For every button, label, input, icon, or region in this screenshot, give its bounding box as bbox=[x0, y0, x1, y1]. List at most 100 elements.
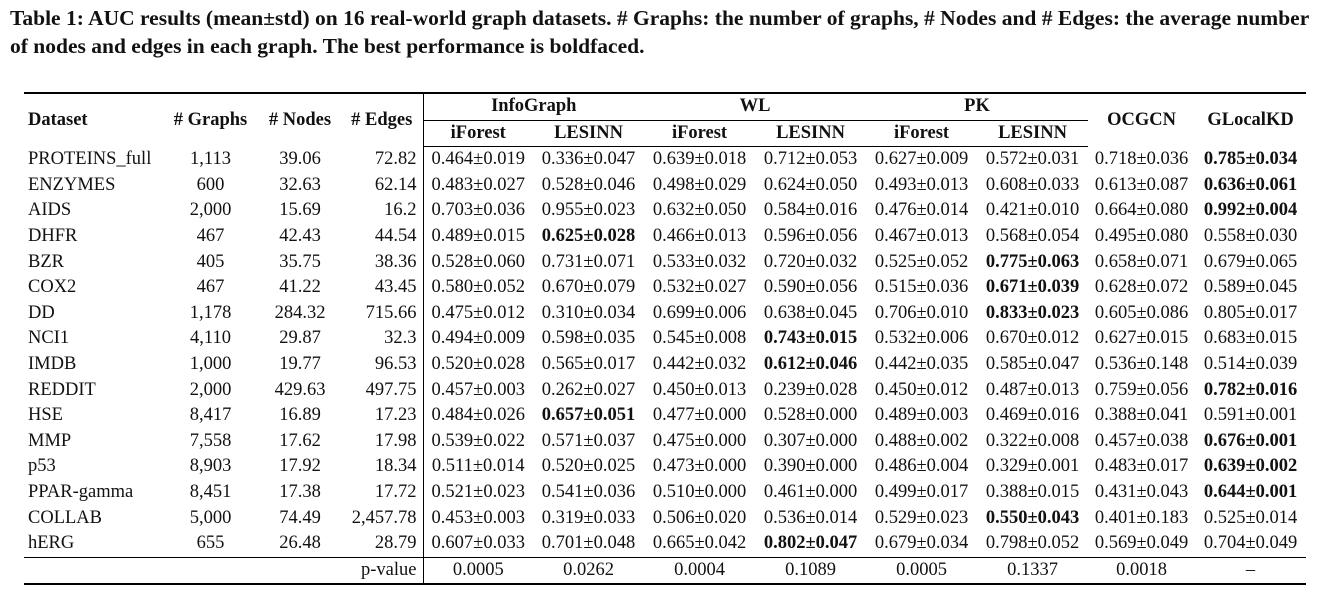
edges-cell: 28.79 bbox=[341, 531, 423, 558]
auc-cell: 0.613±0.087 bbox=[1094, 174, 1189, 195]
auc-cell: 0.638±0.045 bbox=[763, 302, 858, 323]
auc-cell: 0.336±0.047 bbox=[541, 149, 636, 170]
results-table-container: Dataset # Graphs # Nodes # Edges InfoGra… bbox=[24, 91, 1307, 586]
nodes-cell: 15.69 bbox=[279, 200, 321, 221]
subheader-wl-lesinn: LESINN bbox=[755, 120, 867, 148]
auc-cell: 0.785±0.034 bbox=[1203, 148, 1298, 169]
auc-cell: 0.598±0.035 bbox=[541, 328, 636, 349]
table-row: COX2 467 41.22 43.45 0.580±0.052 0.670±0.079 0… bbox=[24, 275, 1306, 301]
auc-cell: 0.532±0.027 bbox=[652, 277, 747, 298]
graphs-cell: 7,558 bbox=[189, 430, 232, 451]
auc-cell: 0.453±0.003 bbox=[422, 505, 533, 532]
nodes-cell: 32.63 bbox=[279, 174, 321, 195]
table-row: HSE 8,417 16.89 17.23 0.484±0.026 0.657±0.051… bbox=[24, 403, 1306, 429]
auc-cell: 0.701±0.048 bbox=[533, 531, 645, 558]
auc-cell: 0.319±0.033 bbox=[541, 507, 636, 528]
auc-cell: 0.486±0.004 bbox=[874, 456, 969, 477]
subheader-infograph-lesinn: LESINN bbox=[533, 120, 645, 148]
nodes-cell: 39.06 bbox=[279, 148, 321, 169]
auc-cell: 0.703±0.036 bbox=[422, 198, 533, 224]
auc-cell: 0.664±0.080 bbox=[1094, 200, 1189, 221]
auc-cell: 0.612±0.046 bbox=[763, 353, 858, 374]
auc-cell: 0.484±0.026 bbox=[422, 403, 533, 429]
dataset-cell: COLLAB bbox=[28, 507, 102, 528]
auc-cell: 0.529±0.023 bbox=[874, 507, 969, 528]
dataset-cell: DD bbox=[28, 302, 55, 323]
edges-cell: 715.66 bbox=[365, 302, 417, 323]
auc-cell: 0.665±0.042 bbox=[644, 531, 756, 558]
auc-cell: 0.565±0.017 bbox=[541, 353, 636, 374]
edges-cell: 18.34 bbox=[374, 456, 417, 477]
table-row: NCI1 4,110 29.87 32.3 0.494±0.009 0.598±0.035… bbox=[24, 326, 1306, 352]
subheader-pk-lesinn: LESINN bbox=[977, 120, 1089, 148]
table-caption: Table 1: AUC results (mean±std) on 16 re… bbox=[10, 6, 1309, 58]
auc-cell: 0.450±0.012 bbox=[874, 379, 969, 400]
table-row: PPAR-gamma 8,451 17.38 17.72 0.521±0.023 0.54… bbox=[24, 479, 1306, 506]
auc-cell: 0.704±0.049 bbox=[1195, 531, 1307, 558]
auc-cell: 0.401±0.183 bbox=[1094, 507, 1189, 528]
auc-cell: 0.636±0.061 bbox=[1203, 174, 1298, 195]
graphs-cell: 2,000 bbox=[189, 200, 232, 221]
auc-cell: 0.528±0.060 bbox=[422, 249, 533, 276]
auc-cell: 0.657±0.051 bbox=[541, 405, 636, 426]
auc-cell: 0.475±0.000 bbox=[652, 430, 747, 451]
edges-cell: 38.36 bbox=[374, 251, 417, 272]
pvalue-label: p-value bbox=[341, 557, 423, 586]
header-edges: # Edges bbox=[341, 92, 423, 147]
dataset-cell: DHFR bbox=[28, 225, 78, 246]
graphs-cell: 405 bbox=[196, 251, 225, 272]
auc-cell: 0.511±0.014 bbox=[422, 454, 533, 480]
graphs-cell: 2,000 bbox=[189, 379, 232, 400]
edges-cell: 17.23 bbox=[374, 405, 417, 426]
nodes-cell: 41.22 bbox=[279, 277, 321, 298]
auc-cell: 0.955±0.023 bbox=[541, 200, 636, 221]
auc-cell: 0.488±0.002 bbox=[874, 430, 969, 451]
dataset-cell: MMP bbox=[28, 430, 72, 451]
auc-cell: 0.731±0.071 bbox=[541, 251, 636, 272]
auc-cell: 0.457±0.003 bbox=[422, 377, 533, 404]
auc-cell: 0.802±0.047 bbox=[755, 531, 867, 558]
auc-cell: 0.591±0.001 bbox=[1203, 405, 1298, 426]
auc-cell: 0.706±0.010 bbox=[874, 302, 969, 323]
auc-cell: 0.494±0.009 bbox=[422, 326, 533, 352]
dataset-cell: hERG bbox=[24, 531, 162, 558]
graphs-cell: 8,903 bbox=[189, 456, 232, 477]
auc-cell: 0.476±0.014 bbox=[874, 200, 969, 221]
header-graphs: # Graphs bbox=[162, 92, 259, 147]
table-row: BZR 405 35.75 38.36 0.528±0.060 0.731±0.071 0.… bbox=[24, 249, 1306, 276]
auc-cell: 0.533±0.032 bbox=[652, 251, 747, 272]
pvalue-cell: 0.0005 bbox=[866, 557, 978, 586]
auc-cell: 0.992±0.004 bbox=[1203, 200, 1298, 221]
auc-cell: 0.388±0.015 bbox=[985, 481, 1080, 502]
graphs-cell: 1,178 bbox=[189, 302, 232, 323]
pvalue-cell: 0.0262 bbox=[533, 557, 645, 586]
auc-cell: 0.489±0.015 bbox=[422, 223, 533, 250]
edges-cell: 62.14 bbox=[374, 174, 417, 195]
auc-cell: 0.442±0.035 bbox=[874, 353, 969, 374]
auc-cell: 0.627±0.015 bbox=[1094, 328, 1189, 349]
auc-cell: 0.307±0.000 bbox=[763, 430, 858, 451]
auc-cell: 0.670±0.079 bbox=[541, 277, 636, 298]
header-nodes: # Nodes bbox=[259, 92, 341, 147]
nodes-cell: 17.38 bbox=[279, 481, 321, 502]
auc-cell: 0.528±0.046 bbox=[541, 174, 636, 195]
auc-cell: 0.607±0.033 bbox=[422, 531, 533, 558]
auc-cell: 0.670±0.012 bbox=[985, 328, 1080, 349]
auc-cell: 0.475±0.012 bbox=[422, 300, 533, 327]
pvalue-cell: 0.0004 bbox=[644, 557, 756, 586]
auc-cell: 0.712±0.053 bbox=[763, 149, 858, 170]
auc-cell: 0.627±0.009 bbox=[874, 149, 969, 170]
dataset-cell: NCI1 bbox=[28, 328, 70, 349]
edges-cell: 43.45 bbox=[374, 277, 417, 298]
auc-cell: 0.510±0.000 bbox=[652, 481, 747, 502]
auc-cell: 0.467±0.013 bbox=[874, 225, 969, 246]
auc-cell: 0.469±0.016 bbox=[985, 405, 1080, 426]
nodes-cell: 17.62 bbox=[279, 430, 321, 451]
auc-cell: 0.450±0.013 bbox=[652, 379, 747, 400]
auc-cell: 0.461±0.000 bbox=[763, 481, 858, 502]
nodes-cell: 429.63 bbox=[274, 379, 326, 400]
pvalue-cell: 0.0005 bbox=[422, 557, 533, 586]
nodes-cell: 26.48 bbox=[259, 531, 341, 558]
auc-cell: 0.572±0.031 bbox=[985, 149, 1080, 170]
subheader-wl-iforest: iForest bbox=[644, 120, 756, 148]
